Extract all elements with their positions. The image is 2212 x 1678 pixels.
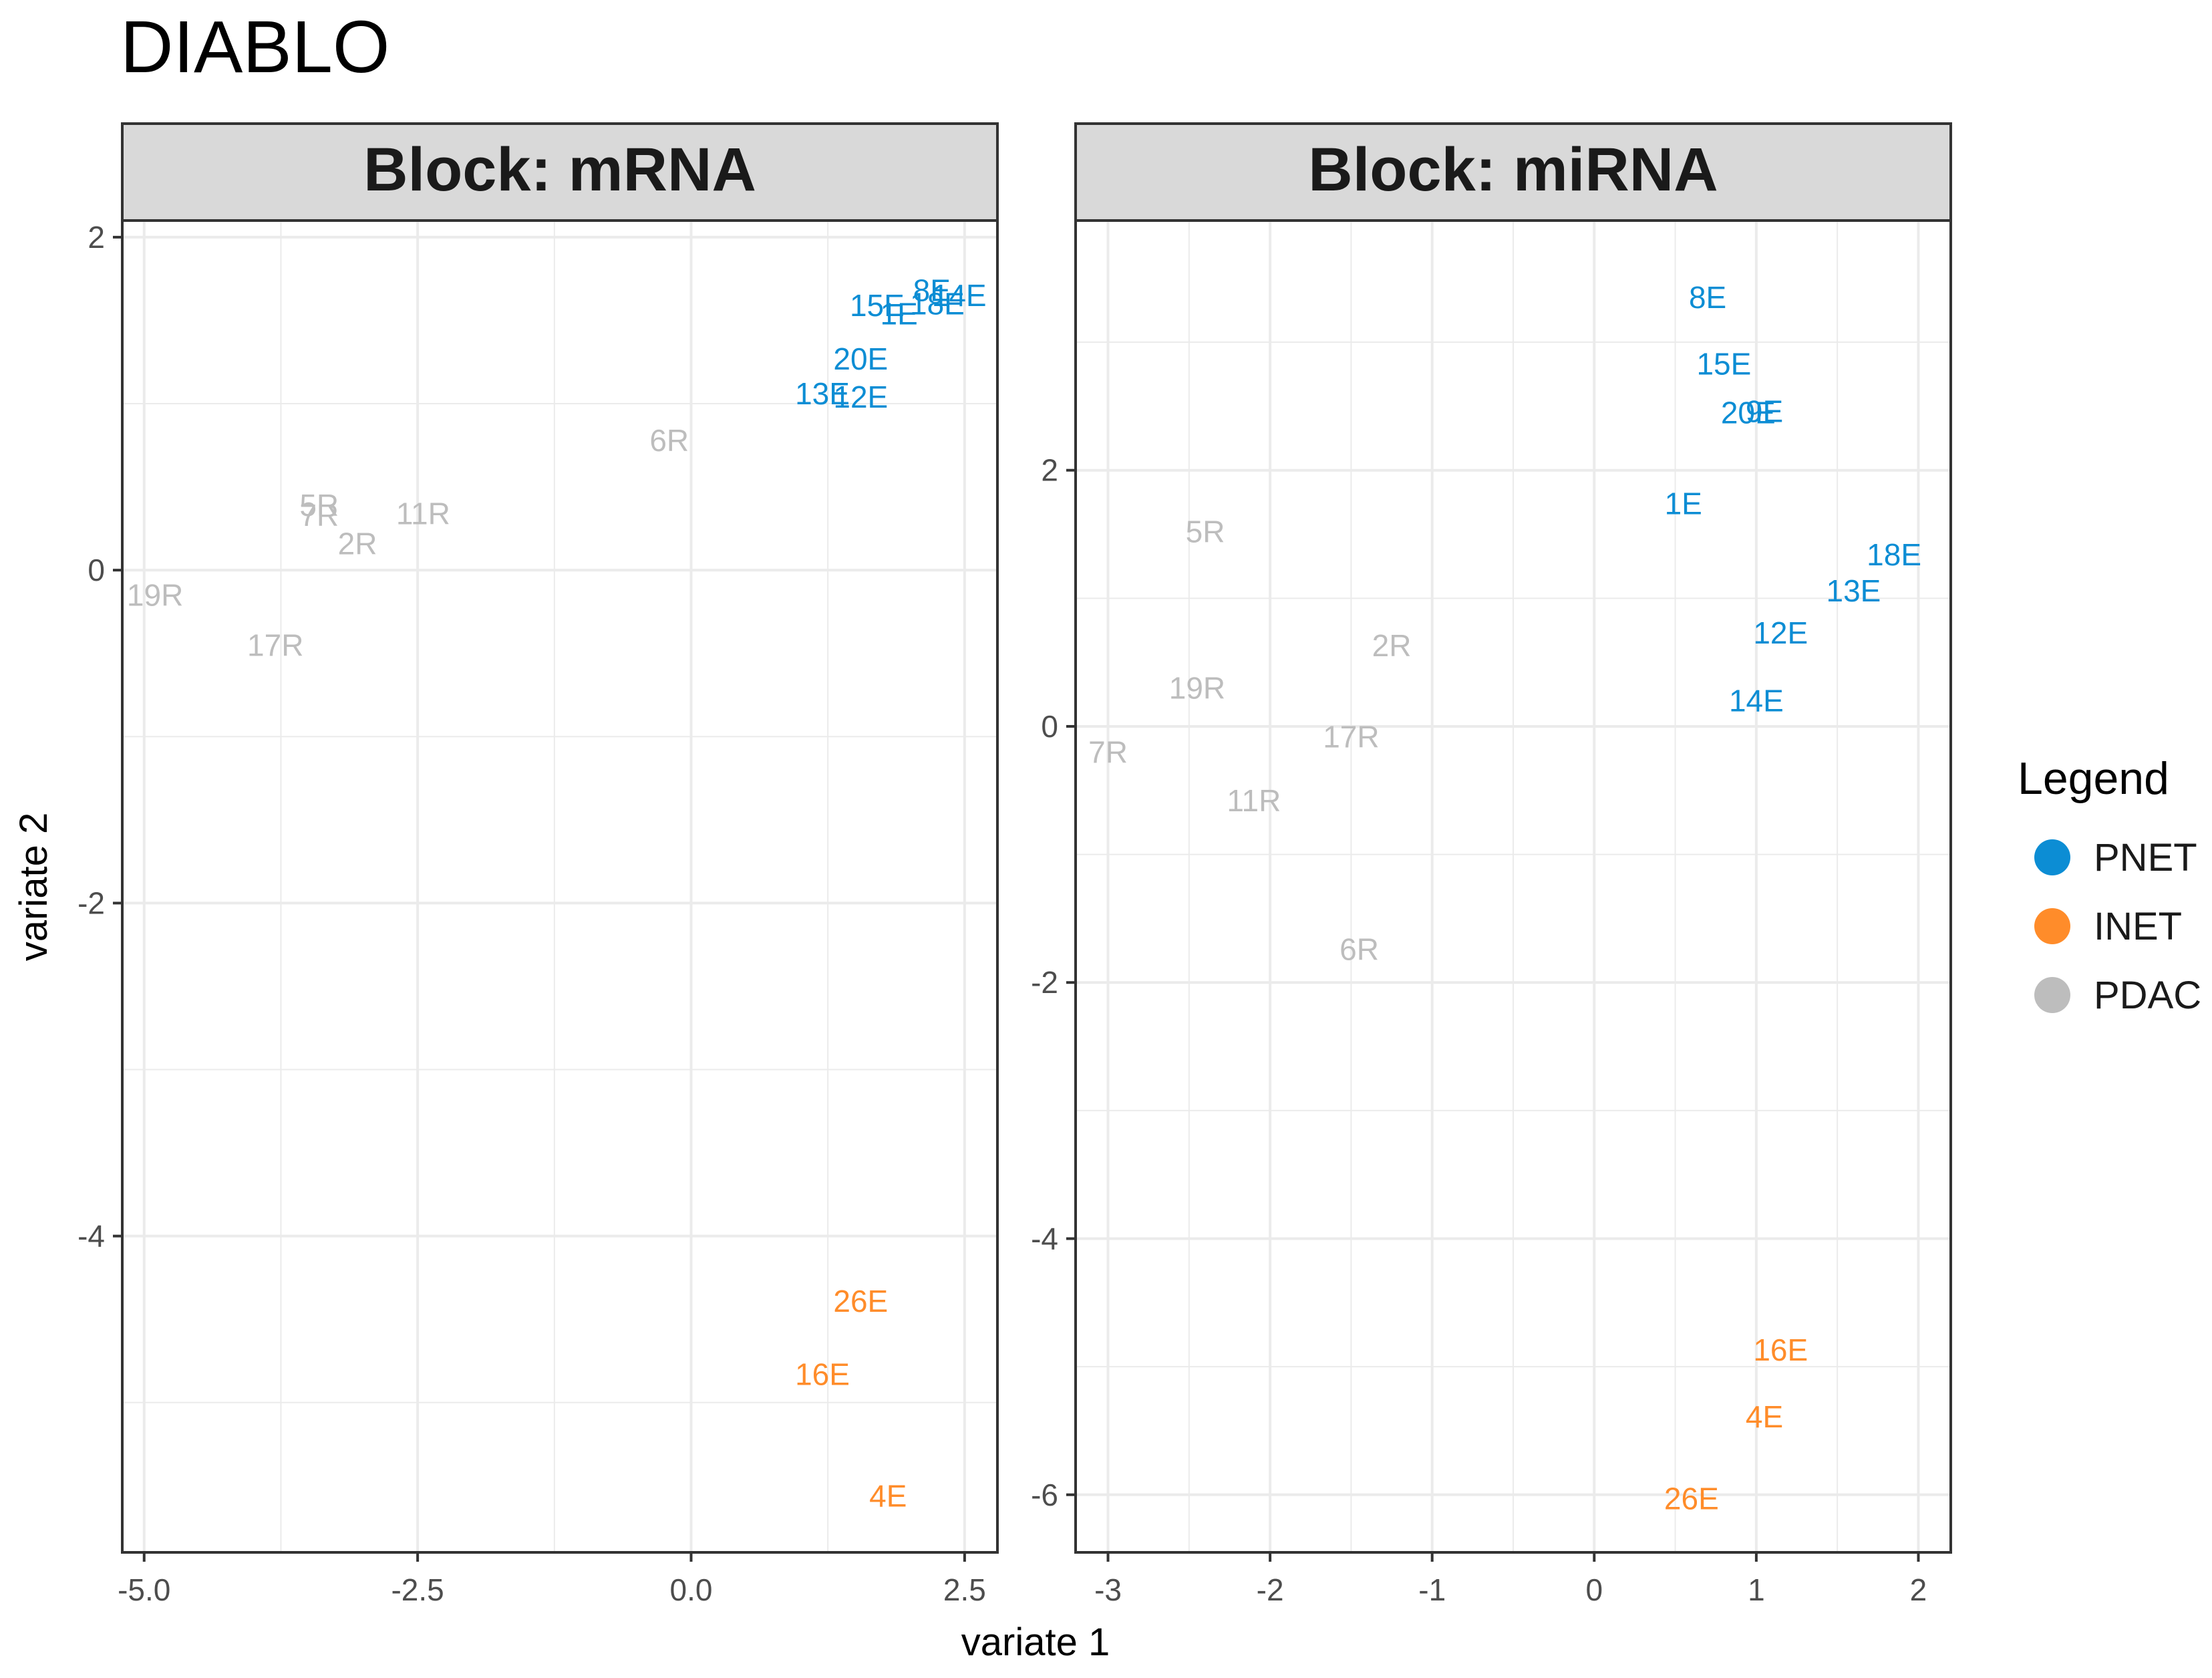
- point-label-pdac: 19R: [1169, 670, 1225, 705]
- panel-mirna-grid: [1076, 221, 1951, 1552]
- panel-mrna-x-ticks: -5.0 -2.5 0.0 2.5: [118, 1552, 986, 1607]
- point-label-inet: 26E: [833, 1284, 888, 1318]
- x-axis-label: variate 1: [961, 1621, 1110, 1664]
- point-label-pdac: 2R: [338, 526, 377, 561]
- legend-pdac-label: PDAC: [2094, 974, 2201, 1017]
- x-tick-label: -5.0: [118, 1572, 170, 1607]
- legend-pnet-marker: [2034, 839, 2070, 875]
- x-tick-label: 2: [1910, 1572, 1927, 1607]
- point-label-pnet: 13E: [1827, 573, 1881, 608]
- x-tick-label: -3: [1094, 1572, 1122, 1607]
- point-label-pdac: 6R: [649, 423, 689, 458]
- x-tick-label: 0.0: [670, 1572, 713, 1607]
- y-tick-label: 0: [1041, 709, 1058, 744]
- point-label-inet: 4E: [869, 1478, 907, 1513]
- point-label-pnet: 18E: [910, 287, 965, 321]
- point-label-pdac: 11R: [396, 496, 450, 531]
- point-label-pdac: 6R: [1339, 932, 1379, 966]
- y-tick-label: 0: [88, 553, 105, 587]
- legend-pnet-label: PNET: [2094, 836, 2197, 879]
- panel-mrna: Block: mRNA -4-202 -5.0 -2.5 0.0 2.5 8E14E1…: [77, 122, 999, 1607]
- legend: Legend PNET INET PDAC: [2018, 753, 2201, 1017]
- x-tick-label: -2.5: [391, 1572, 444, 1607]
- panel-mirna-title: Block: miRNA: [1308, 136, 1718, 204]
- x-tick-label: 2.5: [943, 1572, 986, 1607]
- point-label-pdac: 17R: [1323, 719, 1379, 754]
- y-tick-label: -2: [77, 885, 105, 920]
- point-label-pnet: 9E: [1746, 394, 1783, 429]
- legend-inet-label: INET: [2094, 905, 2182, 948]
- y-axis-label: variate 2: [12, 813, 55, 961]
- x-tick-label: 1: [1748, 1572, 1765, 1607]
- point-label-pnet: 18E: [1867, 537, 1921, 572]
- legend-pdac-marker: [2034, 977, 2070, 1013]
- x-tick-label: -2: [1257, 1572, 1284, 1607]
- point-label-pnet: 13E: [795, 376, 850, 411]
- point-label-pdac: 17R: [247, 627, 303, 662]
- point-label-pdac: 7R: [1088, 734, 1128, 769]
- panel-mrna-grid: [122, 221, 997, 1552]
- point-label-pnet: 12E: [833, 380, 888, 414]
- point-label-pnet: 20E: [833, 341, 888, 376]
- point-label-pnet: 8E: [1689, 280, 1726, 315]
- point-label-pnet: 8E: [913, 273, 951, 308]
- y-tick-label: -4: [77, 1219, 105, 1254]
- point-label-inet: 26E: [1664, 1482, 1719, 1516]
- legend-title: Legend: [2018, 753, 2169, 804]
- panel-mirna-strip: [1074, 122, 1952, 222]
- point-label-pnet: 15E: [850, 288, 905, 323]
- panel-mirna-x-ticks: -3 -2 -1 0 1 2: [1094, 1552, 1927, 1607]
- point-label-pdac: 5R: [1186, 515, 1225, 549]
- panel-mrna-title: Block: mRNA: [363, 136, 756, 204]
- point-label-pdac: 19R: [127, 578, 183, 613]
- point-label-pdac: 2R: [1372, 628, 1412, 663]
- point-label-inet: 4E: [1746, 1399, 1783, 1434]
- panel-mrna-strip: [121, 122, 999, 222]
- panel-mirna-y-ticks: -6 -4 -2 0 2: [1031, 453, 1076, 1512]
- point-label-pdac: 5R: [299, 488, 339, 523]
- y-tick-label: -6: [1031, 1478, 1058, 1512]
- panel-mirna-frame: [1074, 219, 1952, 1554]
- point-label-pnet: 20E: [1721, 395, 1776, 430]
- y-tick-label: 2: [88, 220, 105, 255]
- point-label-pnet: 14E: [1729, 684, 1784, 718]
- point-label-pnet: 1E: [1665, 486, 1702, 521]
- point-label-pnet: 1E: [880, 297, 917, 331]
- panel-mrna-frame: [121, 219, 999, 1554]
- point-label-inet: 16E: [1753, 1333, 1808, 1367]
- point-label-pdac: 11R: [1227, 783, 1281, 818]
- y-tick-label: -2: [1031, 965, 1058, 1000]
- point-label-inet: 16E: [795, 1357, 850, 1391]
- chart-title: DIABLO: [120, 6, 389, 88]
- x-tick-label: 0: [1585, 1572, 1603, 1607]
- point-label-pnet: 15E: [1696, 347, 1751, 382]
- panel-mirna: Block: miRNA -6 -4 -2 0 2 -3 -2 -1 0 1 2 8E 15E 20E…: [1031, 122, 1952, 1607]
- y-tick-label: 2: [1041, 453, 1058, 488]
- y-tick-label: -4: [1031, 1221, 1058, 1256]
- panel-mrna-y-ticks: -4 -2 0 2: [77, 220, 122, 1254]
- point-label-pnet: 12E: [1753, 615, 1808, 650]
- point-label-pnet: 14E: [932, 278, 987, 313]
- point-label-pdac: 7R: [299, 498, 339, 533]
- x-tick-label: -1: [1418, 1572, 1446, 1607]
- legend-inet-marker: [2034, 908, 2070, 944]
